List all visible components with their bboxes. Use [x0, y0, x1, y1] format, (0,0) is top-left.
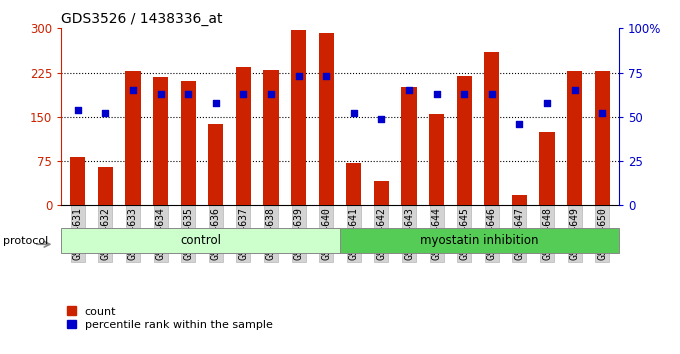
- Bar: [208, 124, 223, 205]
- Bar: [484, 52, 499, 205]
- Point: [431, 91, 442, 97]
- Point: [403, 87, 414, 93]
- Point: [541, 100, 552, 105]
- Point: [321, 73, 332, 79]
- Point: [72, 107, 83, 113]
- Bar: [567, 71, 582, 205]
- Bar: [291, 29, 306, 205]
- Text: protocol: protocol: [3, 236, 49, 246]
- Bar: [125, 71, 141, 205]
- Legend: count, percentile rank within the sample: count, percentile rank within the sample: [67, 307, 273, 330]
- Bar: [429, 114, 444, 205]
- Point: [348, 110, 359, 116]
- Bar: [457, 75, 472, 205]
- Point: [238, 91, 249, 97]
- Bar: [374, 181, 389, 205]
- Bar: [346, 163, 361, 205]
- Bar: [153, 77, 168, 205]
- Point: [128, 87, 139, 93]
- Text: GDS3526 / 1438336_at: GDS3526 / 1438336_at: [61, 12, 222, 26]
- Point: [266, 91, 277, 97]
- Point: [183, 91, 194, 97]
- Point: [155, 91, 166, 97]
- Point: [210, 100, 221, 105]
- Point: [597, 110, 608, 116]
- Bar: [263, 70, 279, 205]
- Point: [459, 91, 470, 97]
- Bar: [236, 67, 251, 205]
- Bar: [181, 81, 196, 205]
- Bar: [539, 132, 555, 205]
- Text: myostatin inhibition: myostatin inhibition: [420, 234, 539, 247]
- Bar: [401, 87, 417, 205]
- Bar: [61, 228, 340, 253]
- Bar: [594, 71, 610, 205]
- Bar: [512, 195, 527, 205]
- Bar: [340, 228, 619, 253]
- Point: [100, 110, 111, 116]
- Point: [376, 116, 387, 121]
- Bar: [70, 157, 86, 205]
- Point: [569, 87, 580, 93]
- Point: [293, 73, 304, 79]
- Point: [486, 91, 497, 97]
- Bar: [319, 33, 334, 205]
- Bar: [98, 167, 113, 205]
- Text: control: control: [180, 234, 221, 247]
- Point: [514, 121, 525, 127]
